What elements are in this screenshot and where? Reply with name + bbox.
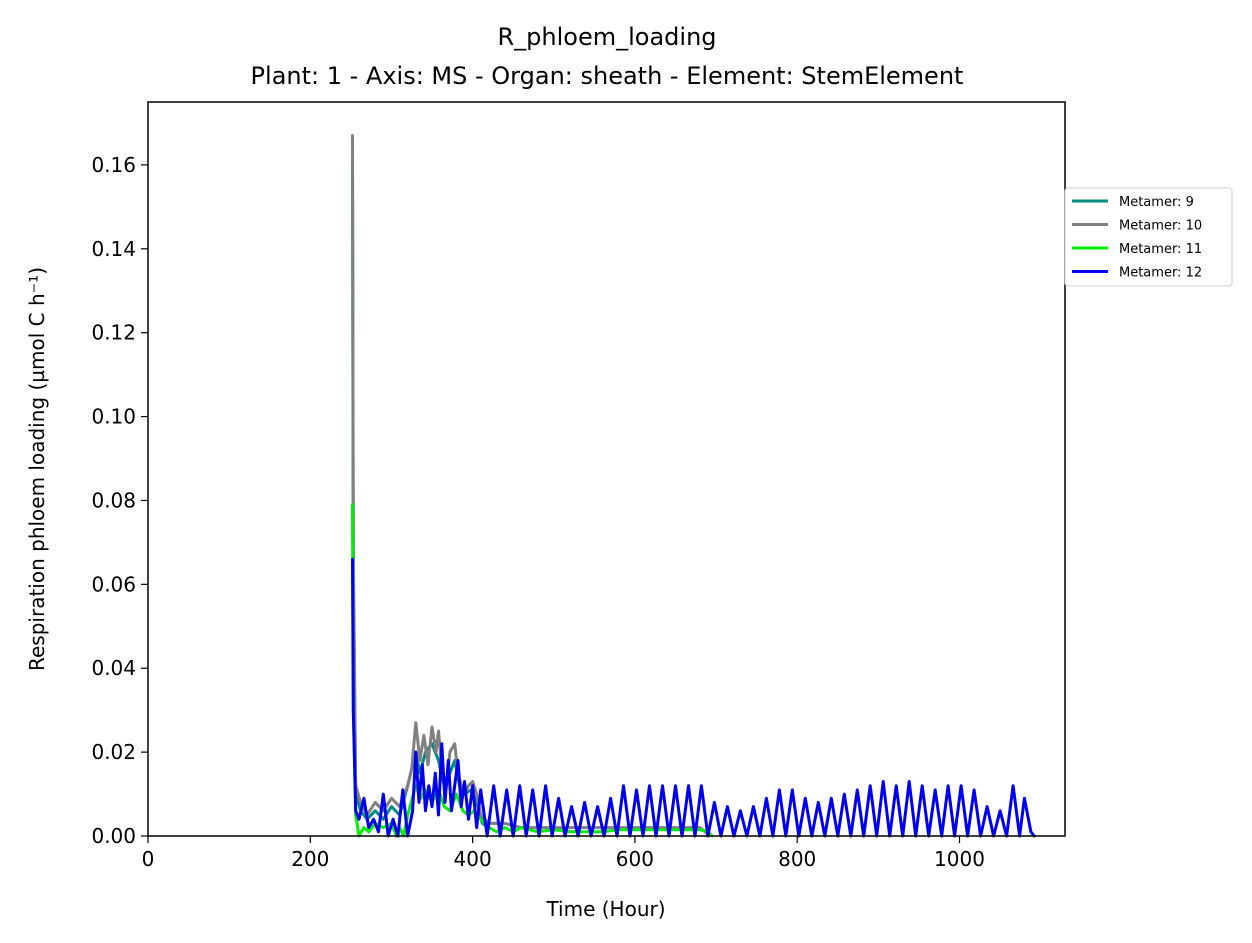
y-tick-label: 0.10: [91, 405, 136, 429]
plot-area: [351, 134, 1036, 838]
x-tick-label: 800: [778, 847, 816, 871]
y-tick-label: 0.12: [91, 321, 136, 345]
chart-subtitle: Plant: 1 - Axis: MS - Organ: sheath - El…: [251, 62, 964, 90]
y-tick-label: 0.08: [91, 488, 136, 512]
y-tick-label: 0.02: [91, 740, 136, 764]
legend-label: Metamer: 12: [1119, 266, 1202, 281]
x-axis-label: Time (Hour): [545, 897, 665, 921]
x-tick-label: 0: [142, 847, 155, 871]
y-axis-label: Respiration phloem loading (µmol C h⁻¹): [25, 267, 49, 671]
y-tick-label: 0.06: [91, 572, 136, 596]
x-tick-label: 600: [616, 847, 654, 871]
legend-label: Metamer: 10: [1119, 219, 1202, 234]
y-tick-label: 0.04: [91, 656, 136, 680]
series-line-metamer-12: [351, 557, 1036, 838]
series-line-metamer-10: [351, 134, 710, 836]
y-tick-label: 0.16: [91, 153, 136, 177]
x-tick-label: 1000: [934, 847, 985, 871]
x-tick-label: 400: [454, 847, 492, 871]
chart-title: R_phloem_loading: [497, 23, 716, 51]
y-axis: 0.00 0.02 0.04 0.06 0.08 0.10 0.12 0.14 0.16: [91, 153, 148, 848]
legend-label: Metamer: 11: [1119, 242, 1202, 257]
legend-frame: [1064, 187, 1233, 287]
series-line-metamer-9: [351, 163, 491, 830]
x-axis: 0 200 400 600 800 1000: [142, 836, 985, 871]
plot-frame: [147, 101, 1066, 837]
y-tick-label: 0.00: [91, 824, 136, 848]
legend: Metamer: 9 Metamer: 10 Metamer: 11 Metamer:…: [1064, 187, 1233, 287]
x-tick-label: 200: [291, 847, 329, 871]
y-tick-label: 0.14: [91, 237, 136, 261]
legend-label: Metamer: 9: [1119, 195, 1194, 210]
